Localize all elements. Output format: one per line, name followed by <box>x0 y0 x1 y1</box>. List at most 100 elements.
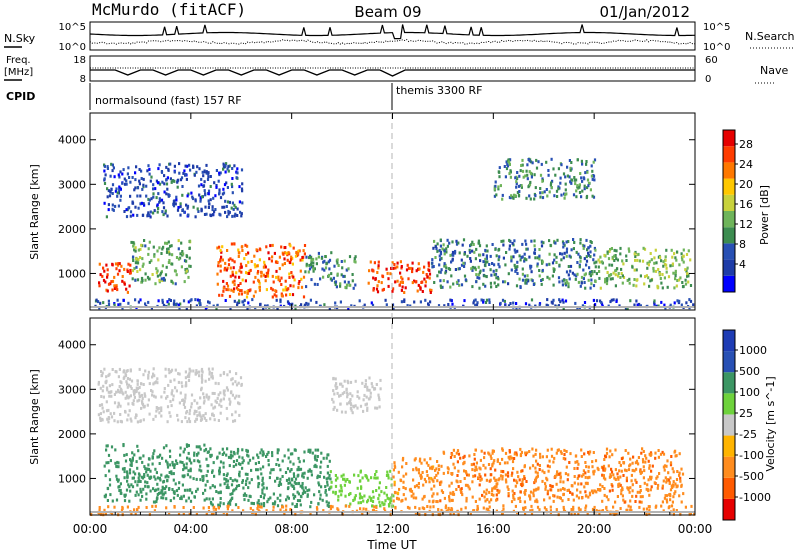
range-time-cell <box>540 244 544 248</box>
range-time-cell <box>221 258 224 262</box>
range-time-cell <box>331 397 334 401</box>
range-time-cell <box>143 392 146 396</box>
range-time-cell <box>428 476 431 480</box>
range-time-cell <box>451 472 454 475</box>
range-time-cell <box>242 459 245 463</box>
range-time-cell <box>673 492 676 496</box>
range-time-cell <box>664 258 667 262</box>
range-time-cell <box>492 493 495 497</box>
range-time-cell <box>503 299 506 303</box>
range-time-cell <box>601 485 604 488</box>
range-time-cell <box>585 504 588 508</box>
range-time-cell <box>303 303 306 307</box>
range-time-cell <box>106 388 109 392</box>
range-time-cell <box>505 251 508 254</box>
range-time-cell <box>344 410 347 414</box>
range-time-cell <box>211 497 214 501</box>
range-time-cell <box>433 239 436 243</box>
range-time-cell <box>338 489 341 493</box>
range-time-cell <box>225 486 228 489</box>
range-time-cell <box>463 460 466 464</box>
range-time-cell <box>617 477 620 481</box>
range-time-cell <box>582 246 585 250</box>
range-time-cell <box>179 446 182 450</box>
range-time-cell <box>262 504 266 508</box>
range-time-cell <box>680 303 683 307</box>
range-time-cell <box>401 465 404 469</box>
range-time-cell <box>169 455 172 459</box>
range-time-cell <box>323 303 326 307</box>
range-time-cell <box>255 248 258 252</box>
range-time-cell <box>349 398 352 401</box>
range-time-cell <box>240 292 243 296</box>
range-time-cell <box>188 240 191 243</box>
range-time-cell <box>272 509 275 513</box>
range-time-cell <box>548 277 551 281</box>
range-time-cell <box>443 264 446 268</box>
range-time-cell <box>230 450 233 454</box>
range-time-cell <box>140 475 143 479</box>
range-time-cell <box>354 260 357 264</box>
range-time-cell <box>187 469 190 473</box>
range-time-cell <box>218 171 221 175</box>
range-time-cell <box>131 277 134 281</box>
range-time-cell <box>261 453 264 457</box>
range-time-cell <box>625 469 628 473</box>
range-time-cell <box>175 256 179 259</box>
range-time-cell <box>202 174 205 178</box>
range-time-cell <box>595 490 598 494</box>
range-time-cell <box>384 298 387 302</box>
range-time-cell <box>317 251 320 255</box>
range-time-cell <box>238 185 241 189</box>
range-time-cell <box>147 202 150 206</box>
range-time-cell <box>245 494 248 498</box>
range-time-cell <box>100 370 103 373</box>
range-time-cell <box>201 378 204 382</box>
range-time-cell <box>117 485 120 489</box>
range-time-cell <box>559 252 562 256</box>
range-time-cell <box>643 481 646 485</box>
range-time-cell <box>609 273 613 277</box>
range-time-cell <box>448 499 451 503</box>
range-time-cell <box>341 392 344 396</box>
range-time-cell <box>116 194 119 198</box>
range-time-cell <box>590 282 593 286</box>
range-time-cell <box>392 287 395 291</box>
range-time-cell <box>153 209 156 213</box>
range-time-cell <box>122 298 125 302</box>
range-time-cell <box>535 448 538 452</box>
range-time-cell <box>279 482 283 486</box>
range-time-cell <box>519 447 522 451</box>
range-time-cell <box>594 248 597 252</box>
range-time-cell <box>126 377 129 380</box>
range-time-cell <box>455 479 458 483</box>
range-time-cell <box>580 455 583 458</box>
range-time-cell <box>634 255 637 258</box>
range-time-cell <box>346 391 349 395</box>
range-time-cell <box>464 506 467 510</box>
range-time-cell <box>103 367 106 371</box>
range-time-cell <box>525 196 528 200</box>
range-time-cell <box>632 283 635 287</box>
range-time-cell <box>105 215 108 219</box>
range-time-cell <box>351 394 354 398</box>
range-time-cell <box>173 505 176 508</box>
nave-tick-top: 60 <box>705 55 718 66</box>
range-time-cell <box>105 444 108 448</box>
range-time-cell <box>575 178 578 182</box>
range-time-cell <box>157 491 161 495</box>
range-time-cell <box>385 303 388 307</box>
range-time-cell <box>417 468 420 472</box>
range-time-cell <box>440 256 443 260</box>
range-time-cell <box>277 275 280 279</box>
range-time-cell <box>457 279 460 283</box>
range-time-cell <box>213 210 216 214</box>
range-time-cell <box>562 456 565 460</box>
range-time-cell <box>497 491 500 495</box>
range-time-cell <box>307 469 310 473</box>
range-time-cell <box>158 163 161 167</box>
range-time-cell <box>492 486 496 490</box>
range-time-cell <box>562 300 565 304</box>
range-time-cell <box>483 490 486 494</box>
range-time-cell <box>529 264 532 268</box>
